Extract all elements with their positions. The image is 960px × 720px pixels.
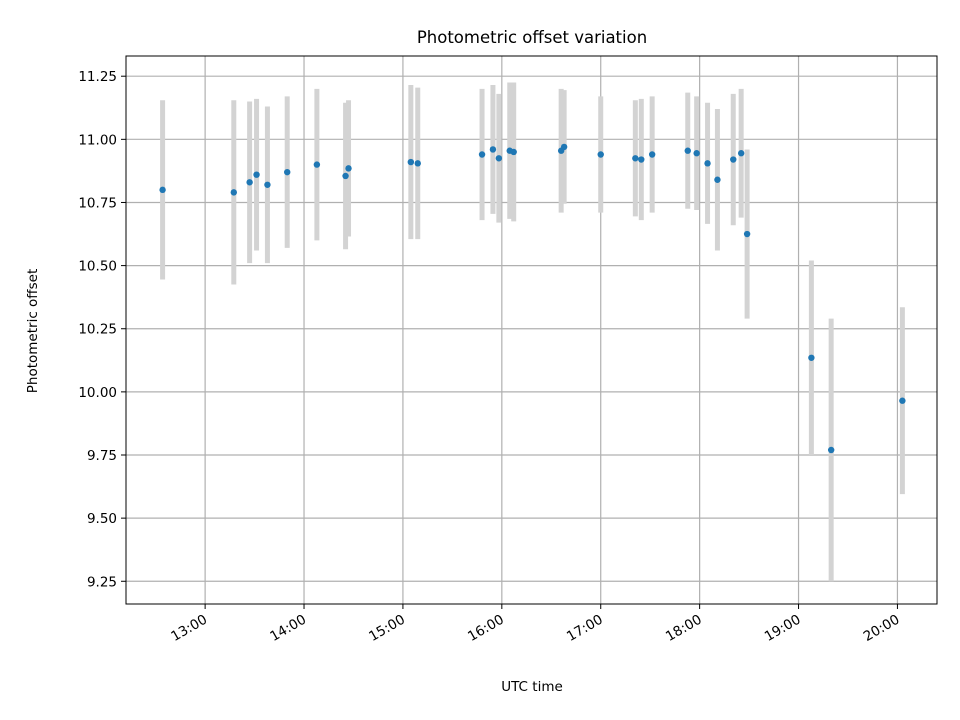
data-point <box>648 151 656 158</box>
data-point <box>743 230 751 238</box>
data-point <box>284 168 291 176</box>
data-point <box>632 155 639 162</box>
data-point <box>495 155 503 162</box>
data-point <box>597 151 604 158</box>
plot-frame <box>125 55 938 605</box>
data-points <box>159 143 906 454</box>
grid <box>126 56 937 604</box>
y-tick-label: 11.00 <box>78 132 117 148</box>
data-point <box>345 165 352 172</box>
data-point <box>478 151 486 158</box>
data-point <box>253 171 260 178</box>
y-tick-label: 10.75 <box>78 195 117 211</box>
data-point <box>264 181 271 188</box>
y-axis-label: Photometric offset <box>25 269 41 393</box>
data-point <box>704 160 711 167</box>
data-point <box>313 161 321 168</box>
data-point <box>730 156 737 163</box>
y-tick-label: 9.75 <box>87 448 117 464</box>
y-tick-label: 9.50 <box>87 511 117 527</box>
data-point <box>899 397 906 404</box>
data-point <box>407 158 415 166</box>
data-point <box>159 186 166 194</box>
y-tick-label: 9.25 <box>87 574 117 590</box>
data-point <box>638 156 645 163</box>
y-tick-label: 11.25 <box>78 69 117 85</box>
data-point <box>230 189 238 196</box>
data-point <box>414 160 421 167</box>
data-point <box>714 176 721 183</box>
y-tick-label: 10.25 <box>78 322 117 338</box>
y-tick-label: 10.50 <box>78 259 117 275</box>
data-point <box>737 150 745 157</box>
data-point <box>489 146 497 153</box>
x-axis-label: UTC time <box>501 679 563 695</box>
y-axis-ticks: 9.25 9.50 9.75 10.00 10.25 10.50 10.75 11.00 11.… <box>78 69 126 590</box>
data-point <box>246 179 253 186</box>
data-point <box>684 147 691 154</box>
data-point <box>808 354 815 361</box>
data-point <box>560 143 568 151</box>
y-tick-label: 10.00 <box>78 385 117 401</box>
data-point <box>693 150 700 157</box>
data-point <box>342 172 349 180</box>
chart-title: Photometric offset variation <box>417 28 647 47</box>
data-point <box>510 148 517 156</box>
data-point <box>827 446 835 454</box>
